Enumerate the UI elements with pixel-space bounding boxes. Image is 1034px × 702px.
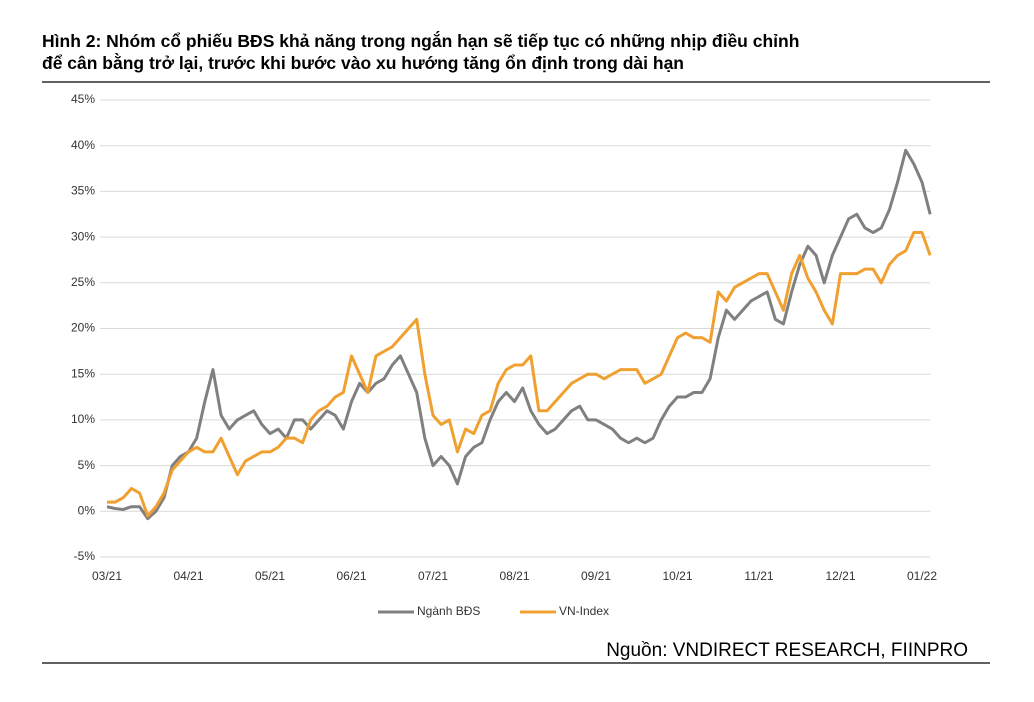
y-tick-label: 45% [71,92,95,106]
x-tick-label: 12/21 [825,569,855,583]
y-tick-label: 0% [78,503,96,517]
legend-label: Ngành BĐS [417,604,480,618]
chart-title: Hình 2: Nhóm cổ phiếu BĐS khả năng trong… [42,30,799,51]
x-tick-label: 09/21 [581,569,611,583]
y-tick-label: 15% [71,366,95,380]
x-tick-label: 05/21 [255,569,285,583]
x-tick-label: 06/21 [336,569,366,583]
y-tick-label: 40% [71,138,95,152]
x-tick-label: 01/22 [907,569,937,583]
series-line [107,231,932,518]
x-tick-label: 03/21 [92,569,122,583]
chart-title: để cân bằng trở lại, trước khi bước vào … [42,52,684,73]
x-tick-label: 11/21 [744,569,773,583]
x-tick-label: 07/21 [418,569,448,583]
x-tick-label: 04/21 [173,569,203,583]
x-tick-label: 08/21 [499,569,529,583]
source: Nguồn: VNDIRECT RESEARCH, FIINPRO [606,640,968,661]
x-tick-label: 10/21 [662,569,692,583]
legend-label: VN-Index [559,604,609,618]
y-tick-label: 30% [71,229,95,243]
y-tick-label: 35% [71,184,95,198]
series-line [106,148,932,521]
y-tick-label: 5% [78,458,96,472]
y-tick-label: -5% [74,549,96,563]
y-tick-label: 10% [71,412,95,426]
y-tick-label: 20% [71,321,95,335]
y-tick-label: 25% [71,275,95,289]
